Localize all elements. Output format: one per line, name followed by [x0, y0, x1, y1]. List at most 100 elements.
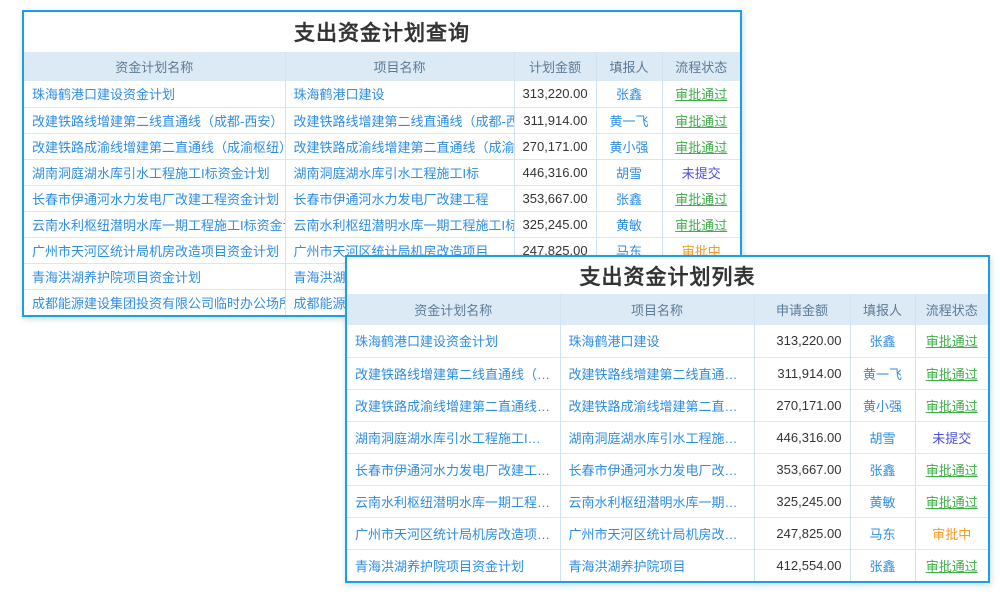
plan-name-cell[interactable]: 广州市天河区统计局机房改造项目资金计划 [347, 516, 560, 549]
query-table-header: 资金计划名称 项目名称 计划金额 填报人 流程状态 [24, 52, 740, 81]
plan-name-cell[interactable]: 湖南洞庭湖水库引水工程施工I标资金计划 [347, 420, 560, 453]
project-name-cell[interactable]: 长春市伊通河水力发电厂改建工程 [559, 452, 754, 485]
project-name-cell[interactable]: 青海洪湖养护院项目 [559, 548, 754, 581]
column-header-4: 填报人 [849, 294, 915, 325]
reporter-cell: 黄小强 [849, 388, 915, 421]
project-name-cell[interactable]: 湖南洞庭湖水库引水工程施工I标 [559, 420, 754, 453]
status-cell[interactable]: 审批通过 [914, 388, 988, 421]
reporter-cell: 马东 [849, 516, 915, 549]
project-name-cell[interactable]: 改建铁路线增建第二线直通线（成都-西安） [284, 106, 514, 133]
amount-cell: 446,316.00 [753, 420, 850, 453]
table-row: 改建铁路线增建第二线直通线（成都-西安）电力改建铁路线增建第二线直通线（成都-西… [24, 106, 740, 133]
reporter-cell: 张鑫 [849, 452, 915, 485]
status-cell[interactable]: 审批通过 [914, 356, 988, 389]
column-header-1: 资金计划名称 [24, 52, 285, 81]
plan-name-cell[interactable]: 云南水利枢纽潜明水库一期工程施工I标资金计划 [347, 484, 560, 517]
column-header-2: 项目名称 [559, 294, 754, 325]
status-cell[interactable]: 审批通过 [914, 484, 988, 517]
status-cell[interactable]: 审批中 [914, 516, 988, 549]
amount-cell: 247,825.00 [753, 516, 850, 549]
table-row: 长春市伊通河水力发电厂改建工程资金计划长春市伊通河水力发电厂改建工程353,66… [347, 452, 988, 485]
project-name-cell[interactable]: 广州市天河区统计局机房改造项目 [559, 516, 754, 549]
status-cell[interactable]: 审批通过 [914, 548, 988, 581]
reporter-cell: 胡雪 [849, 420, 915, 453]
plan-name-cell[interactable]: 改建铁路成渝线增建第二直通线（成渝枢纽）电 [347, 388, 560, 421]
project-name-cell[interactable]: 湖南洞庭湖水库引水工程施工I标 [284, 158, 514, 185]
reporter-cell: 黄敏 [849, 484, 915, 517]
project-name-cell[interactable]: 改建铁路成渝线增建第二直通线（成渝枢纽） [284, 132, 514, 159]
amount-cell: 412,554.00 [753, 548, 850, 581]
plan-name-cell[interactable]: 珠海鹤港口建设资金计划 [355, 334, 499, 350]
amount-cell: 311,914.00 [513, 106, 596, 133]
amount-cell: 313,220.00 [753, 325, 850, 357]
reporter-cell: 黄敏 [595, 210, 662, 237]
table-row: 湖南洞庭湖水库引水工程施工I标资金计划湖南洞庭湖水库引水工程施工I标446,31… [347, 420, 988, 453]
status-cell[interactable]: 审批通过 [661, 132, 740, 159]
plan-name-cell[interactable]: 改建铁路线增建第二线直通线（成都-西安）电力 [347, 356, 560, 389]
plan-name-cell[interactable]: 青海洪湖养护院项目资金计划 [347, 548, 560, 581]
project-name-cell[interactable]: 改建铁路成渝线增建第二直通线（成渝枢纽） [559, 388, 754, 421]
table-row: 青海洪湖养护院项目资金计划 青海洪湖养护院项目 412,554.00 张鑫 审批通过 [347, 548, 988, 581]
table-row: 广州市天河区统计局机房改造项目资金计划广州市天河区统计局机房改造项目247,82… [347, 516, 988, 549]
reporter-cell: 黄一飞 [849, 356, 915, 389]
table-row: 云南水利枢纽潜明水库一期工程施工I标资金计划云南水利枢纽潜明水库一期工程施工I标… [24, 210, 740, 237]
table-row: 云南水利枢纽潜明水库一期工程施工I标资金计划云南水利枢纽潜明水库一期工程施工I标… [347, 484, 988, 517]
column-header-3: 申请金额 [753, 294, 850, 325]
table-row: 珠海鹤港口建设资金计划 珠海鹤港口建设 313,220.00 张鑫 审批通过 [24, 81, 740, 107]
table-row: 改建铁路成渝线增建第二直通线（成渝枢纽）电改建铁路成渝线增建第二直通线（成渝枢纽… [24, 132, 740, 159]
reporter-cell: 胡雪 [595, 158, 662, 185]
column-header-5: 流程状态 [914, 294, 988, 325]
plan-name-cell[interactable]: 湖南洞庭湖水库引水工程施工I标资金计划 [24, 158, 285, 185]
amount-cell: 446,316.00 [513, 158, 596, 185]
reporter-cell: 张鑫 [849, 325, 915, 357]
project-name-cell[interactable]: 珠海鹤港口建设 [559, 325, 754, 357]
amount-cell: 353,667.00 [513, 184, 596, 211]
column-header-4: 填报人 [595, 52, 662, 81]
table-row: 珠海鹤港口建设资金计划 珠海鹤港口建设 313,220.00 张鑫 审批通过 [347, 325, 988, 357]
amount-cell: 313,220.00 [513, 81, 596, 107]
project-name-cell[interactable]: 长春市伊通河水力发电厂改建工程 [284, 184, 514, 211]
status-cell[interactable]: 审批通过 [914, 325, 988, 357]
amount-cell: 270,171.00 [753, 388, 850, 421]
plan-name-cell[interactable]: 成都能源建设集团投资有限公司临时办公场所装 [24, 288, 285, 315]
fund-plan-list-window: 支出资金计划列表 资金计划名称 项目名称 申请金额 填报人 流程状态 珠海鹤港口建设资金… [345, 255, 990, 583]
reporter-cell: 张鑫 [849, 548, 915, 581]
plan-name-cell[interactable]: 珠海鹤港口建设资金计划 [32, 87, 176, 103]
reporter-cell: 黄小强 [595, 132, 662, 159]
column-header-1: 资金计划名称 [347, 294, 560, 325]
list-window-title: 支出资金计划列表 [579, 265, 756, 289]
status-cell[interactable]: 未提交 [661, 158, 740, 185]
status-cell[interactable]: 审批通过 [661, 210, 740, 237]
amount-cell: 311,914.00 [753, 356, 850, 389]
amount-cell: 325,245.00 [513, 210, 596, 237]
project-name-cell[interactable]: 改建铁路线增建第二线直通线（成都-西安） [559, 356, 754, 389]
query-window-title: 支出资金计划查询 [294, 22, 470, 45]
plan-name-cell[interactable]: 青海洪湖养护院项目资金计划 [24, 262, 285, 289]
status-cell[interactable]: 审批通过 [661, 106, 740, 133]
plan-name-cell[interactable]: 改建铁路成渝线增建第二直通线（成渝枢纽）电 [24, 132, 285, 159]
amount-cell: 270,171.00 [513, 132, 596, 159]
status-cell[interactable]: 审批通过 [914, 452, 988, 485]
status-cell[interactable]: 审批通过 [661, 184, 740, 211]
table-row: 改建铁路成渝线增建第二直通线（成渝枢纽）电改建铁路成渝线增建第二直通线（成渝枢纽… [347, 388, 988, 421]
project-name-cell[interactable]: 云南水利枢纽潜明水库一期工程施工I标 [284, 210, 514, 237]
reporter-cell: 张鑫 [595, 184, 662, 211]
plan-name-cell[interactable]: 广州市天河区统计局机房改造项目资金计划 [24, 236, 285, 263]
list-table: 资金计划名称 项目名称 申请金额 填报人 流程状态 珠海鹤港口建设资金计划 珠海鹤港口建设… [347, 294, 988, 581]
amount-cell: 325,245.00 [753, 484, 850, 517]
amount-cell: 353,667.00 [753, 452, 850, 485]
project-name-cell[interactable]: 云南水利枢纽潜明水库一期工程施工I标 [559, 484, 754, 517]
project-name-cell[interactable]: 珠海鹤港口建设 [284, 81, 514, 107]
column-header-2: 项目名称 [284, 52, 514, 81]
plan-name-cell[interactable]: 长春市伊通河水力发电厂改建工程资金计划 [347, 452, 560, 485]
plan-name-cell[interactable]: 云南水利枢纽潜明水库一期工程施工I标资金计划 [24, 210, 285, 237]
list-table-body: 珠海鹤港口建设资金计划 珠海鹤港口建设 313,220.00 张鑫 审批通过 改建铁路线增… [347, 325, 988, 581]
list-table-header: 资金计划名称 项目名称 申请金额 填报人 流程状态 [347, 294, 988, 325]
plan-name-cell[interactable]: 改建铁路线增建第二线直通线（成都-西安）电力 [24, 106, 285, 133]
table-row: 改建铁路线增建第二线直通线（成都-西安）电力改建铁路线增建第二线直通线（成都-西… [347, 356, 988, 389]
plan-name-cell[interactable]: 长春市伊通河水力发电厂改建工程资金计划 [24, 184, 285, 211]
status-cell[interactable]: 未提交 [914, 420, 988, 453]
status-cell[interactable]: 审批通过 [661, 81, 740, 107]
